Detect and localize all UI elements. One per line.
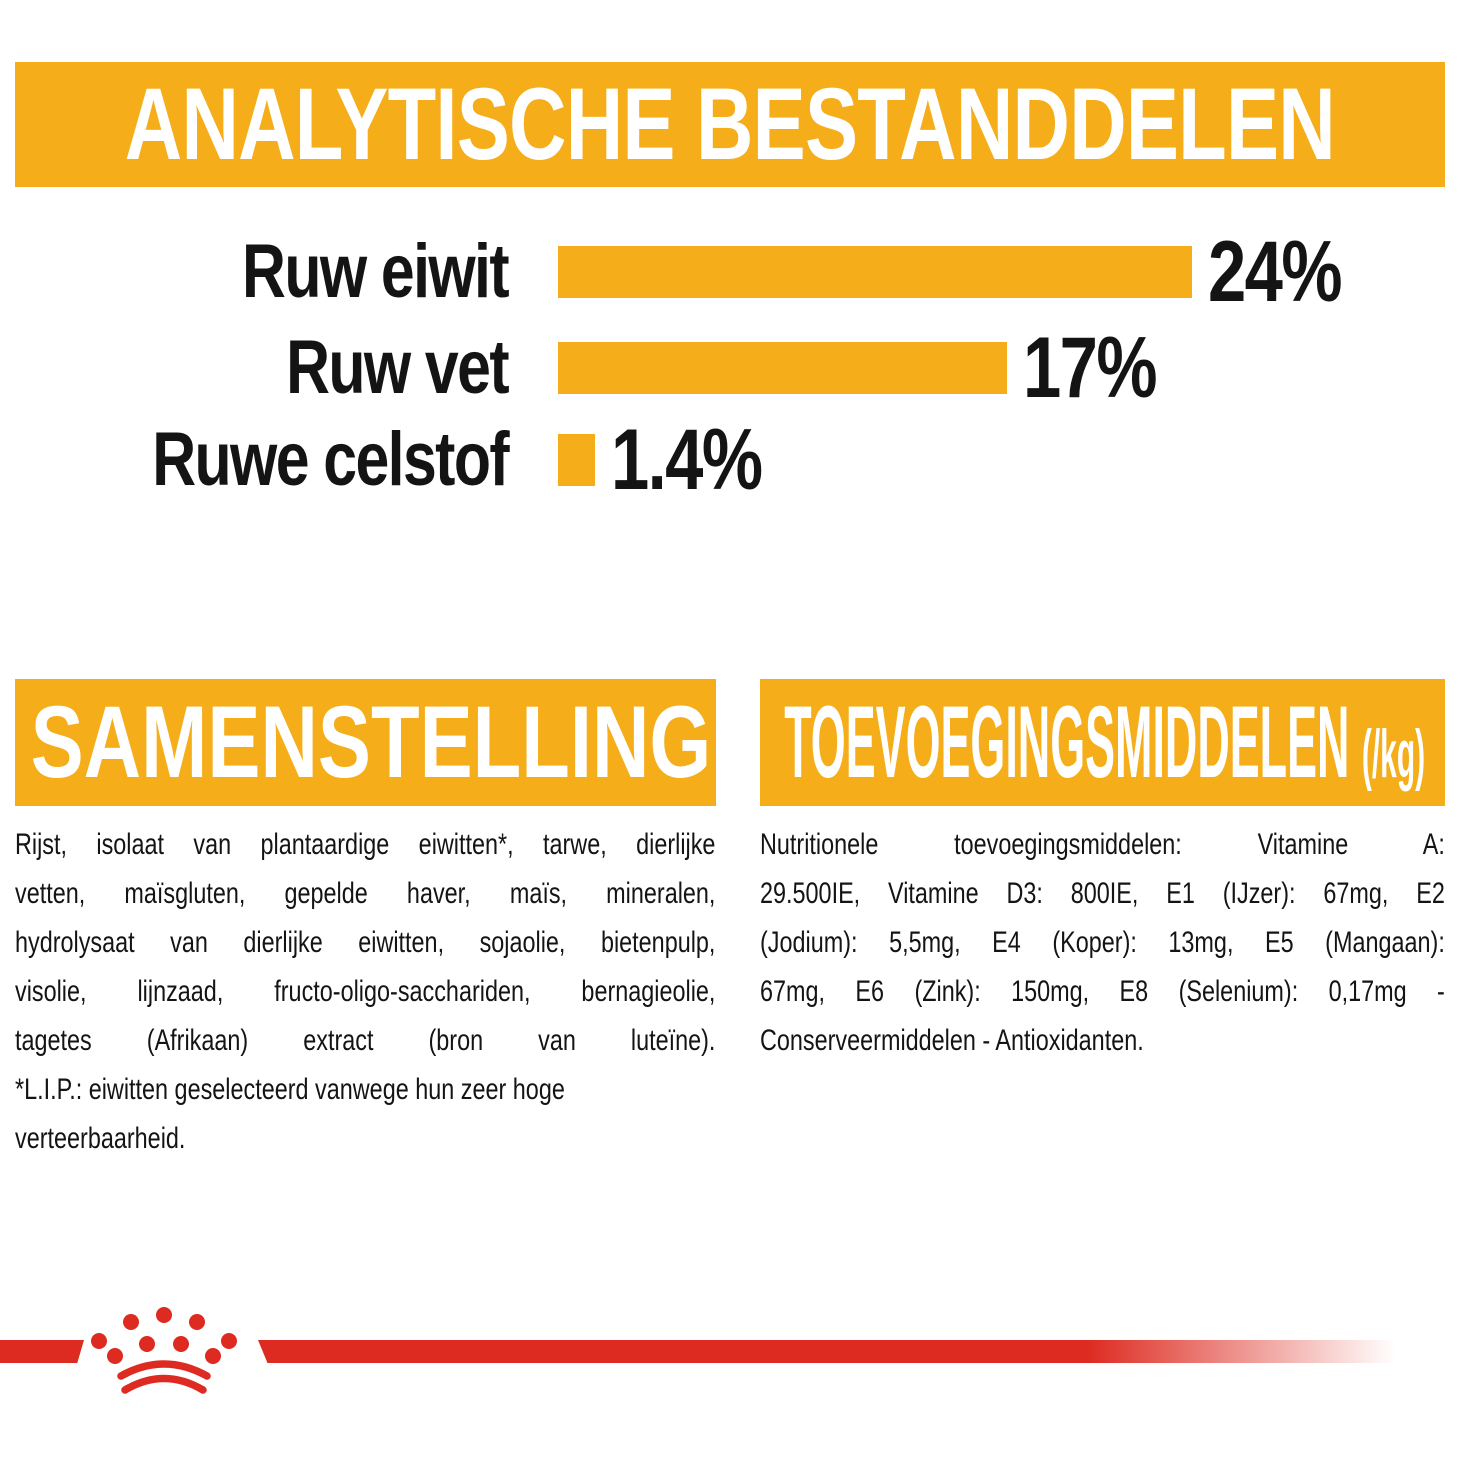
chart-row-label: Ruwe celstof <box>152 417 509 502</box>
chart-bar-value: 17% <box>1023 320 1158 416</box>
chart-row: Ruwe celstof 1.4% <box>0 412 1460 508</box>
composition-section: SAMENSTELLING Rijst, isolaat van plantaa… <box>15 679 716 1163</box>
paragraph-line: *L.I.P.: eiwitten geselecteerd vanwege h… <box>15 1073 565 1106</box>
composition-title: SAMENSTELLING <box>30 685 712 799</box>
chart-bar-value: 24% <box>1208 224 1343 320</box>
paragraph-line: hydrolysaat van dierlijke eiwitten, soja… <box>15 926 716 959</box>
paragraph-line: visolie, lijnzaad, fructo-oligo-sacchari… <box>15 975 716 1008</box>
additives-unit: (/kg) <box>1361 716 1426 792</box>
chart-bar <box>558 342 1007 394</box>
paragraph-line: 67mg, E6 (Zink): 150mg, E8 (Selenium): 0… <box>760 975 1445 1008</box>
analytical-header-title: ANALYTISCHE BESTANDDELEN <box>124 67 1336 181</box>
paragraph-line: Rijst, isolaat van plantaardige eiwitten… <box>15 828 716 861</box>
paragraph-line: (Jodium): 5,5mg, E4 (Koper): 13mg, E5 (M… <box>760 926 1445 959</box>
paragraph-line: Conserveermiddelen - Antioxidanten. <box>760 1024 1144 1057</box>
additives-section: TOEVOEGINGSMIDDELEN (/kg) Nutritionele t… <box>760 679 1445 1065</box>
additives-title-row: TOEVOEGINGSMIDDELEN (/kg) <box>760 679 1445 806</box>
chart-bar-value: 1.4% <box>611 412 763 508</box>
chart-row-label: Ruw vet <box>286 325 510 410</box>
paragraph-line: vetten, maïsgluten, gepelde haver, maïs,… <box>15 877 716 910</box>
chart-row-label: Ruw eiwit <box>242 229 510 314</box>
footer-stripe-left <box>0 1340 84 1363</box>
composition-header-banner: SAMENSTELLING <box>15 679 716 806</box>
chart-row: Ruw eiwit 24% <box>0 224 1460 320</box>
additives-text: Nutritionele toevoegingsmiddelen: Vitami… <box>760 820 1445 1065</box>
paragraph-line: Nutritionele toevoegingsmiddelen: Vitami… <box>760 828 1445 861</box>
analytical-chart: Ruw eiwit 24% Ruw vet 17% Ruwe celstof 1.4% <box>0 0 1460 540</box>
paragraph-line: 29.500IE, Vitamine D3: 800IE, E1 (IJzer)… <box>760 877 1445 910</box>
footer-stripe-right <box>258 1340 1443 1363</box>
additives-title: TOEVOEGINGSMIDDELEN <box>784 685 1350 799</box>
chart-bar <box>558 434 595 486</box>
chart-bar <box>558 246 1192 298</box>
paragraph-line: verteerbaarheid. <box>15 1122 186 1155</box>
chart-row: Ruw vet 17% <box>0 320 1460 416</box>
composition-text: Rijst, isolaat van plantaardige eiwitten… <box>15 820 716 1163</box>
additives-header-banner: TOEVOEGINGSMIDDELEN (/kg) <box>760 679 1445 806</box>
royal-canin-crown-icon <box>91 1307 237 1394</box>
analytical-header-banner: ANALYTISCHE BESTANDDELEN <box>15 62 1445 187</box>
paragraph-line: tagetes (Afrikaan) extract (bron van lut… <box>15 1024 716 1057</box>
